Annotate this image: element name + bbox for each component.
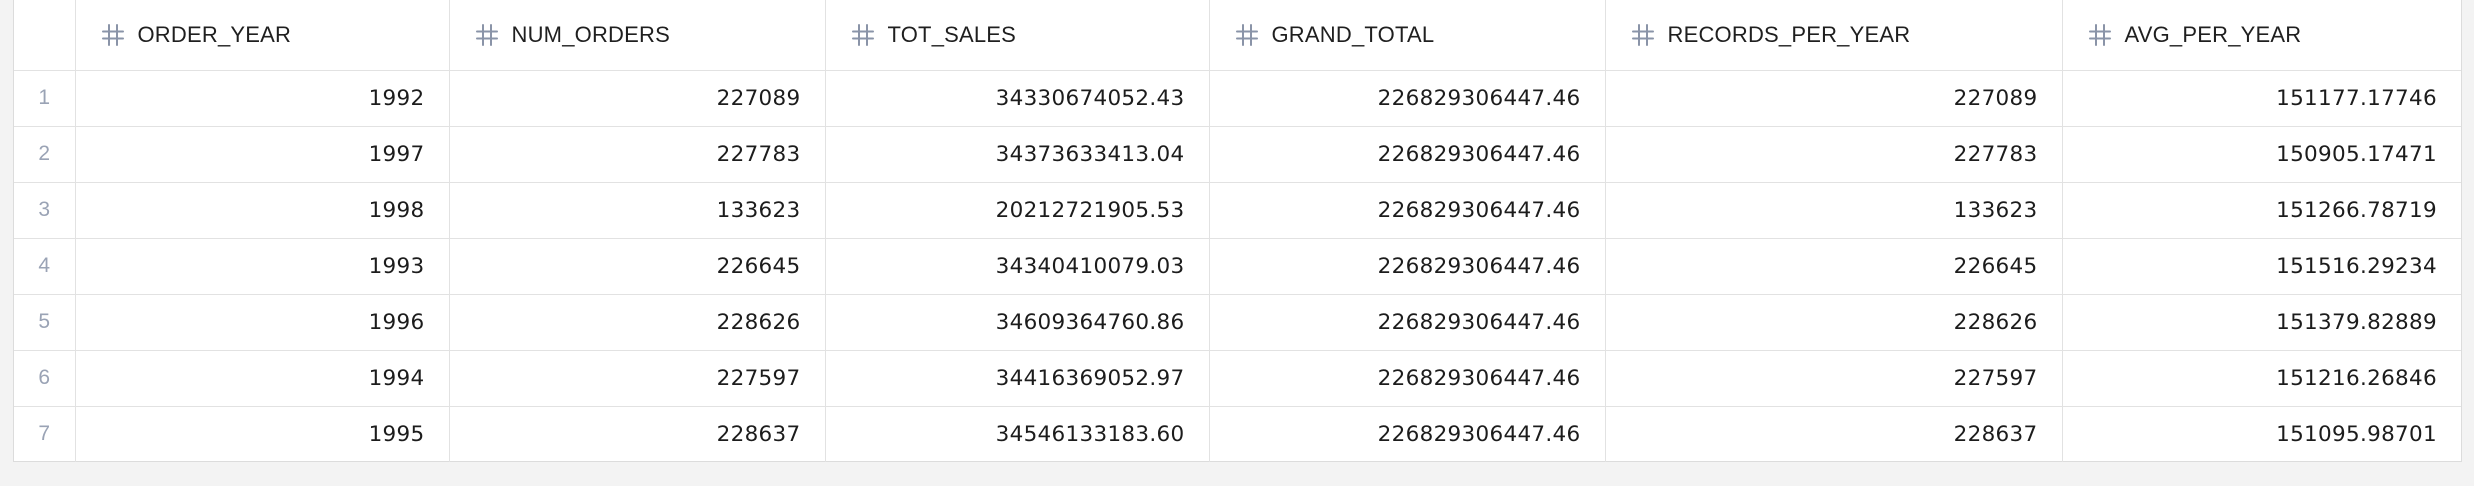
row-number: 7 — [14, 405, 76, 463]
hash-icon — [1630, 22, 1656, 48]
table-cell[interactable]: 228626 — [1604, 293, 2063, 351]
row-number: 6 — [14, 349, 76, 407]
table-cell[interactable]: 227783 — [1604, 125, 2063, 183]
column-header-label: GRAND_TOTAL — [1271, 21, 1435, 47]
column-header-records-per-year[interactable]: RECORDS_PER_YEAR — [1604, 0, 2063, 71]
hash-icon — [2087, 22, 2113, 48]
hash-icon — [1234, 22, 1260, 48]
table-cell[interactable]: 150905.17471 — [2061, 125, 2461, 183]
column-header-label: AVG_PER_YEAR — [2124, 21, 2302, 47]
column-header-label: ORDER_YEAR — [137, 21, 292, 47]
table-cell[interactable]: 20212721905.53 — [824, 181, 1210, 239]
table-cell[interactable]: 151516.29234 — [2061, 237, 2461, 295]
table-cell[interactable]: 34609364760.86 — [824, 293, 1210, 351]
row-number-header — [14, 0, 76, 71]
table-cell[interactable]: 227089 — [1604, 69, 2063, 127]
header-row: ORDER_YEAR NUM_ORDERS TOT_SALES GRAND_TOTAL… — [14, 0, 2461, 71]
table-cell[interactable]: 151095.98701 — [2061, 405, 2461, 463]
table-cell[interactable]: 1992 — [74, 69, 450, 127]
results-table: ORDER_YEAR NUM_ORDERS TOT_SALES GRAND_TOTAL… — [14, 0, 2461, 463]
table-cell[interactable]: 226829306447.46 — [1208, 405, 1606, 463]
table-row[interactable]: 2 1997 227783 34373633413.04 226829306447.46… — [14, 125, 2461, 183]
table-row[interactable]: 5 1996 228626 34609364760.86 226829306447.46… — [14, 293, 2461, 351]
table-cell[interactable]: 226829306447.46 — [1208, 69, 1606, 127]
table-cell[interactable]: 226829306447.46 — [1208, 293, 1606, 351]
column-header-avg-per-year[interactable]: AVG_PER_YEAR — [2061, 0, 2461, 71]
table-cell[interactable]: 151379.82889 — [2061, 293, 2461, 351]
table-row[interactable]: 6 1994 227597 34416369052.97 226829306447.46… — [14, 349, 2461, 407]
bottom-bar — [0, 462, 2474, 486]
row-number: 5 — [14, 293, 76, 351]
table-cell[interactable]: 228637 — [1604, 405, 2063, 463]
table-cell[interactable]: 228637 — [448, 405, 826, 463]
table-row[interactable]: 4 1993 226645 34340410079.03 226829306447.46… — [14, 237, 2461, 295]
table-cell[interactable]: 1998 — [74, 181, 450, 239]
table-cell[interactable]: 226829306447.46 — [1208, 125, 1606, 183]
column-header-num-orders[interactable]: NUM_ORDERS — [448, 0, 826, 71]
table-cell[interactable]: 1994 — [74, 349, 450, 407]
row-number: 3 — [14, 181, 76, 239]
table-cell[interactable]: 34416369052.97 — [824, 349, 1210, 407]
table-cell[interactable]: 226829306447.46 — [1208, 349, 1606, 407]
table-cell[interactable]: 227597 — [448, 349, 826, 407]
table-cell[interactable]: 227783 — [448, 125, 826, 183]
table-cell[interactable]: 151177.17746 — [2061, 69, 2461, 127]
table-cell[interactable]: 1997 — [74, 125, 450, 183]
table-cell[interactable]: 151216.26846 — [2061, 349, 2461, 407]
table-cell[interactable]: 1993 — [74, 237, 450, 295]
table-cell[interactable]: 133623 — [448, 181, 826, 239]
column-header-grand-total[interactable]: GRAND_TOTAL — [1208, 0, 1606, 71]
table-row[interactable]: 1 1992 227089 34330674052.43 226829306447.46… — [14, 69, 2461, 127]
table-cell[interactable]: 227597 — [1604, 349, 2063, 407]
table-cell[interactable]: 226645 — [1604, 237, 2063, 295]
column-header-label: TOT_SALES — [887, 21, 1017, 47]
row-number: 4 — [14, 237, 76, 295]
table-cell[interactable]: 34330674052.43 — [824, 69, 1210, 127]
column-header-label: RECORDS_PER_YEAR — [1667, 21, 1911, 47]
column-header-order-year[interactable]: ORDER_YEAR — [74, 0, 450, 71]
table-cell[interactable]: 133623 — [1604, 181, 2063, 239]
table-cell[interactable]: 151266.78719 — [2061, 181, 2461, 239]
column-header-tot-sales[interactable]: TOT_SALES — [824, 0, 1210, 71]
results-grid: ORDER_YEAR NUM_ORDERS TOT_SALES GRAND_TOTAL… — [13, 0, 2462, 463]
table-cell[interactable]: 1996 — [74, 293, 450, 351]
table-cell[interactable]: 227089 — [448, 69, 826, 127]
table-row[interactable]: 7 1995 228637 34546133183.60 226829306447.46… — [14, 405, 2461, 463]
table-cell[interactable]: 226645 — [448, 237, 826, 295]
table-cell[interactable]: 226829306447.46 — [1208, 237, 1606, 295]
table-cell[interactable]: 1995 — [74, 405, 450, 463]
table-cell[interactable]: 228626 — [448, 293, 826, 351]
table-row[interactable]: 3 1998 133623 20212721905.53 226829306447.46… — [14, 181, 2461, 239]
table-cell[interactable]: 34373633413.04 — [824, 125, 1210, 183]
column-header-label: NUM_ORDERS — [511, 21, 670, 47]
hash-icon — [100, 22, 126, 48]
table-cell[interactable]: 34546133183.60 — [824, 405, 1210, 463]
table-body: 1 1992 227089 34330674052.43 226829306447.46… — [14, 69, 2461, 463]
table-cell[interactable]: 226829306447.46 — [1208, 181, 1606, 239]
row-number: 1 — [14, 69, 76, 127]
hash-icon — [474, 22, 500, 48]
table-cell[interactable]: 34340410079.03 — [824, 237, 1210, 295]
row-number: 2 — [14, 125, 76, 183]
hash-icon — [850, 22, 876, 48]
